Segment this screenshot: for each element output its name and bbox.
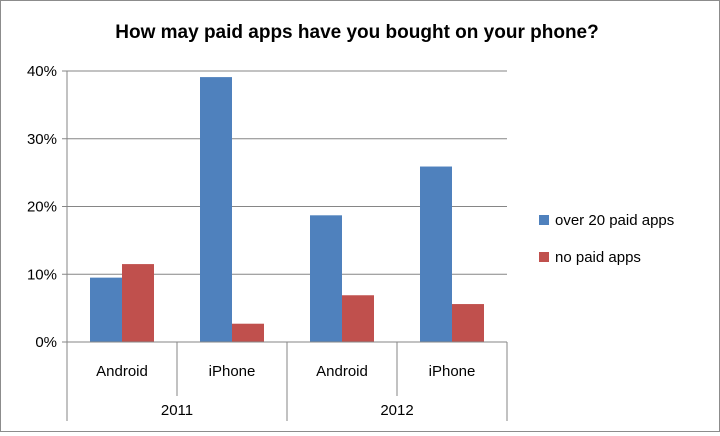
y-tick-label: 20% <box>27 199 57 216</box>
legend-swatch <box>539 252 549 262</box>
legend-swatch <box>539 215 549 225</box>
x-group-label: 2012 <box>380 402 413 419</box>
y-tick-label: 30% <box>27 131 57 148</box>
legend: over 20 paid apps no paid apps <box>539 212 674 266</box>
legend-label: over 20 paid apps <box>555 212 674 229</box>
bar-over-20-paid-apps <box>310 215 342 342</box>
y-tick-label: 0% <box>35 334 57 351</box>
y-tick-label: 40% <box>27 63 57 80</box>
bar-over-20-paid-apps <box>90 277 122 342</box>
x-tick-label: iPhone <box>209 363 256 380</box>
x-tick-label: iPhone <box>429 363 476 380</box>
bar-no-paid-apps <box>342 295 374 342</box>
bar-no-paid-apps <box>452 304 484 342</box>
x-axis-labels: Android iPhone Android iPhone 2011 2012 <box>96 363 475 419</box>
y-tick-label: 10% <box>27 266 57 283</box>
x-group-label: 2011 <box>161 402 193 419</box>
legend-label: no paid apps <box>555 249 641 266</box>
axes <box>66 71 508 421</box>
x-tick-label: Android <box>96 363 148 380</box>
bar-no-paid-apps <box>122 264 154 342</box>
bar-no-paid-apps <box>232 323 264 342</box>
bar-over-20-paid-apps <box>420 166 452 342</box>
bars <box>90 77 484 342</box>
chart-title: How may paid apps have you bought on you… <box>115 22 598 43</box>
x-tick-label: Android <box>316 363 368 380</box>
bar-over-20-paid-apps <box>200 77 232 342</box>
y-axis-tick-labels: 0% 10% 20% 30% 40% <box>27 63 57 351</box>
